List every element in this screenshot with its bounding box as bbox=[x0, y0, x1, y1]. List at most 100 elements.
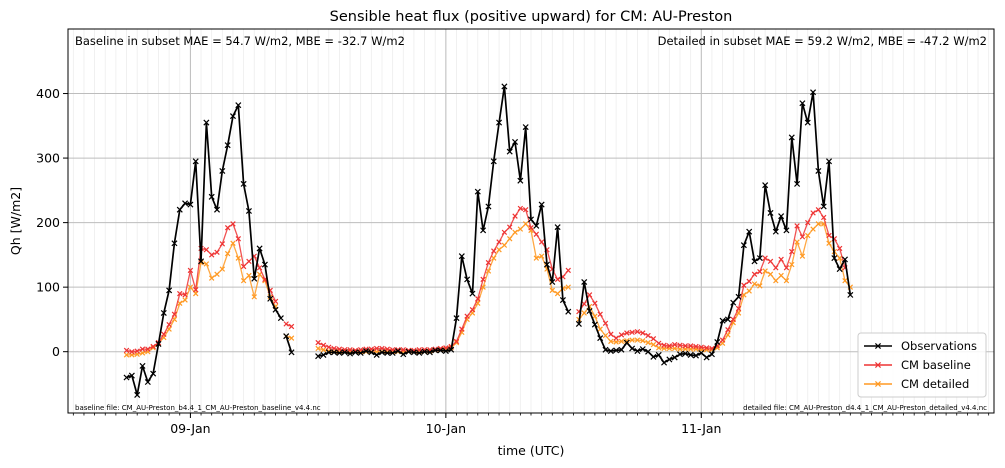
data-point bbox=[203, 246, 210, 253]
data-point bbox=[326, 344, 332, 350]
data-point bbox=[475, 296, 481, 302]
data-point bbox=[597, 326, 603, 332]
data-point bbox=[272, 306, 279, 313]
data-point bbox=[592, 313, 598, 319]
data-point bbox=[203, 261, 210, 267]
series-observations bbox=[123, 83, 854, 398]
data-point bbox=[235, 102, 242, 109]
x-tick-label: 10-Jan bbox=[426, 421, 466, 436]
data-point bbox=[123, 374, 130, 381]
data-point bbox=[448, 346, 455, 353]
data-point bbox=[591, 321, 598, 328]
data-point bbox=[608, 338, 614, 345]
data-point bbox=[767, 271, 774, 277]
legend-label: CM detailed bbox=[901, 377, 969, 391]
data-point bbox=[640, 337, 646, 344]
data-point bbox=[676, 351, 684, 358]
x-axis: 09-Jan 10-Jan 11-Jan bbox=[72, 413, 990, 436]
legend-swatch-marker bbox=[874, 342, 882, 350]
data-point bbox=[650, 336, 657, 342]
data-point bbox=[586, 292, 593, 298]
data-point bbox=[714, 338, 721, 346]
data-point bbox=[618, 338, 625, 345]
data-point bbox=[272, 298, 279, 305]
data-point bbox=[219, 241, 226, 247]
data-point bbox=[751, 258, 758, 265]
data-point bbox=[608, 331, 614, 337]
data-point bbox=[607, 348, 614, 355]
data-point bbox=[794, 180, 801, 187]
data-point bbox=[129, 348, 135, 355]
data-point bbox=[836, 266, 843, 273]
data-point bbox=[501, 242, 508, 248]
data-point bbox=[687, 343, 694, 349]
data-point bbox=[362, 348, 370, 355]
data-point bbox=[336, 349, 343, 357]
data-point bbox=[469, 290, 476, 297]
data-point bbox=[789, 248, 795, 255]
data-point bbox=[528, 225, 534, 231]
data-point bbox=[597, 335, 604, 342]
data-point bbox=[773, 277, 779, 284]
data-point bbox=[825, 158, 833, 165]
data-point bbox=[703, 345, 710, 351]
data-point bbox=[357, 349, 364, 357]
data-point bbox=[655, 345, 662, 351]
data-point bbox=[693, 343, 699, 350]
data-point bbox=[240, 277, 247, 284]
data-point bbox=[836, 245, 843, 252]
data-point bbox=[741, 282, 747, 288]
data-point bbox=[506, 148, 513, 155]
data-point bbox=[144, 378, 151, 386]
data-point bbox=[692, 352, 700, 359]
series-line bbox=[578, 91, 852, 364]
data-point bbox=[283, 333, 290, 340]
data-point bbox=[677, 342, 683, 348]
data-point bbox=[416, 349, 423, 357]
data-point bbox=[187, 284, 194, 290]
data-point bbox=[794, 223, 800, 229]
data-point bbox=[171, 240, 178, 247]
data-point bbox=[208, 252, 215, 258]
data-point bbox=[826, 232, 832, 239]
data-point bbox=[773, 265, 779, 271]
data-point bbox=[219, 167, 226, 175]
data-point bbox=[176, 206, 183, 213]
data-point bbox=[240, 180, 247, 187]
data-point bbox=[581, 278, 588, 286]
data-point bbox=[799, 253, 806, 259]
data-point bbox=[150, 345, 156, 351]
data-point bbox=[767, 258, 774, 265]
legend-swatch-marker bbox=[874, 361, 882, 369]
data-point bbox=[804, 119, 811, 126]
data-point bbox=[453, 339, 460, 346]
data-point bbox=[602, 346, 609, 353]
data-point bbox=[410, 349, 417, 356]
data-point bbox=[586, 308, 593, 315]
data-point bbox=[160, 309, 167, 316]
legend-swatch-marker bbox=[874, 380, 882, 388]
grid bbox=[68, 29, 994, 413]
data-point bbox=[177, 290, 183, 297]
data-point bbox=[661, 342, 667, 348]
data-point bbox=[325, 349, 332, 356]
data-point bbox=[730, 316, 736, 323]
data-point bbox=[725, 327, 731, 333]
data-point bbox=[836, 255, 843, 261]
data-point bbox=[751, 281, 758, 287]
data-point bbox=[384, 349, 391, 357]
data-point bbox=[288, 349, 295, 356]
data-point bbox=[581, 301, 587, 307]
data-point bbox=[703, 354, 710, 361]
data-point bbox=[368, 349, 375, 356]
data-point bbox=[256, 265, 263, 271]
data-point bbox=[320, 351, 327, 358]
data-point bbox=[565, 267, 571, 274]
data-point bbox=[533, 231, 540, 237]
data-point bbox=[815, 206, 822, 213]
data-point bbox=[783, 265, 790, 271]
data-point bbox=[820, 214, 827, 221]
data-point bbox=[251, 275, 258, 282]
data-point bbox=[522, 206, 529, 213]
